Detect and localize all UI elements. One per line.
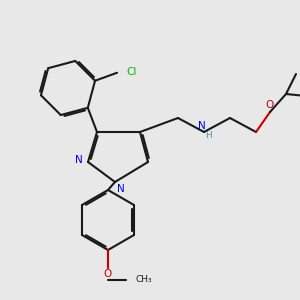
Text: O: O: [104, 269, 112, 279]
Text: N: N: [117, 184, 125, 194]
Text: CH₃: CH₃: [136, 275, 153, 284]
Text: H: H: [206, 131, 212, 140]
Text: N: N: [198, 121, 206, 131]
Text: O: O: [266, 100, 274, 110]
Text: Cl: Cl: [126, 67, 136, 77]
Text: N: N: [75, 155, 83, 165]
